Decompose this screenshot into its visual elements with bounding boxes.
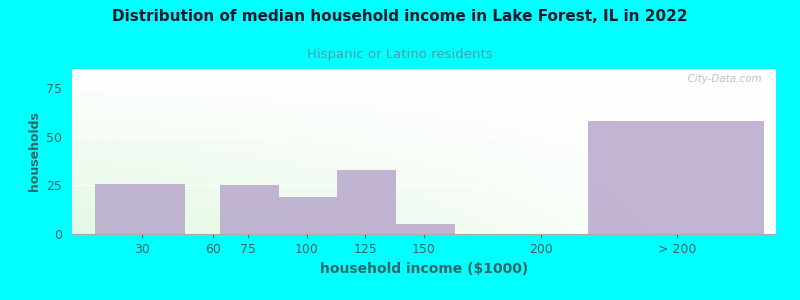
Bar bbox=[588, 122, 764, 234]
Bar bbox=[278, 197, 337, 234]
Bar bbox=[220, 185, 278, 234]
Y-axis label: households: households bbox=[28, 112, 41, 191]
Text: Distribution of median household income in Lake Forest, IL in 2022: Distribution of median household income … bbox=[112, 9, 688, 24]
X-axis label: household income ($1000): household income ($1000) bbox=[320, 262, 528, 276]
Bar bbox=[95, 184, 185, 234]
Text: City-Data.com: City-Data.com bbox=[682, 74, 762, 84]
Bar bbox=[396, 224, 454, 234]
Bar bbox=[337, 170, 396, 234]
Text: Hispanic or Latino residents: Hispanic or Latino residents bbox=[307, 48, 493, 61]
